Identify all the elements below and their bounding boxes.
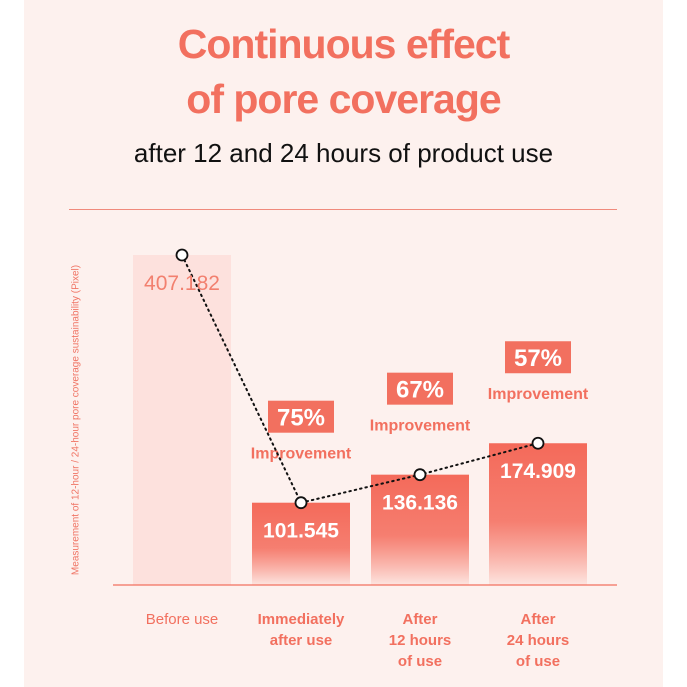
improvement-percent: 67%	[396, 377, 444, 404]
improvement-badge	[387, 372, 453, 405]
x-tick-label: 12 hours	[389, 632, 452, 649]
improvement-percent: 57%	[514, 345, 562, 372]
value-label: 101.545	[263, 520, 339, 543]
improvement-badge	[505, 341, 571, 374]
trend-line	[181, 254, 539, 504]
value-label: 174.909	[500, 460, 576, 483]
data-point-marker	[531, 436, 545, 450]
bar	[489, 443, 587, 585]
data-point-marker	[294, 496, 308, 510]
value-label: 407.182	[144, 272, 220, 295]
x-tick-label: 24 hours	[507, 632, 570, 649]
x-tick-label: After	[520, 611, 555, 628]
x-tick-label: After	[402, 611, 437, 628]
data-point-marker	[175, 248, 189, 262]
y-axis-label: Measurement of 12-hour / 24-hour pore co…	[70, 264, 82, 576]
bar	[133, 255, 231, 585]
divider	[69, 209, 617, 210]
chart-title-line-2: of pore coverage	[186, 76, 501, 122]
x-tick-label: after use	[270, 632, 333, 649]
x-tick-label: Before use	[146, 611, 219, 628]
bar	[371, 474, 469, 585]
improvement-label: Improvement	[488, 386, 589, 403]
improvement-badge	[268, 400, 334, 433]
chart-subtitle: after 12 and 24 hours of product use	[133, 138, 554, 168]
chart-title-line-1: Continuous effect	[177, 21, 510, 67]
improvement-percent: 75%	[277, 405, 325, 432]
x-tick-label: of use	[398, 653, 442, 670]
value-label: 136.136	[382, 492, 458, 515]
bar	[252, 502, 350, 585]
x-tick-label: Immediately	[258, 611, 345, 628]
x-tick-label: of use	[516, 653, 560, 670]
data-point-marker	[413, 468, 427, 482]
improvement-label: Improvement	[251, 446, 352, 463]
improvement-label: Improvement	[370, 418, 471, 435]
